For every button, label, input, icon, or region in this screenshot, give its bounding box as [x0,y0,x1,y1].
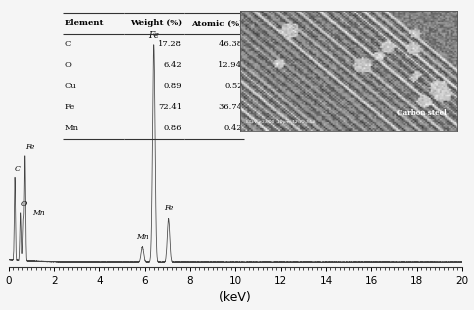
Text: C: C [15,165,21,173]
Text: Mn: Mn [32,209,45,217]
X-axis label: (keV): (keV) [219,291,252,304]
Text: Fe: Fe [164,204,173,212]
Text: Fe: Fe [25,144,34,152]
Text: Fe: Fe [148,31,159,40]
Text: Mn: Mn [136,233,149,241]
Text: O: O [21,200,27,208]
